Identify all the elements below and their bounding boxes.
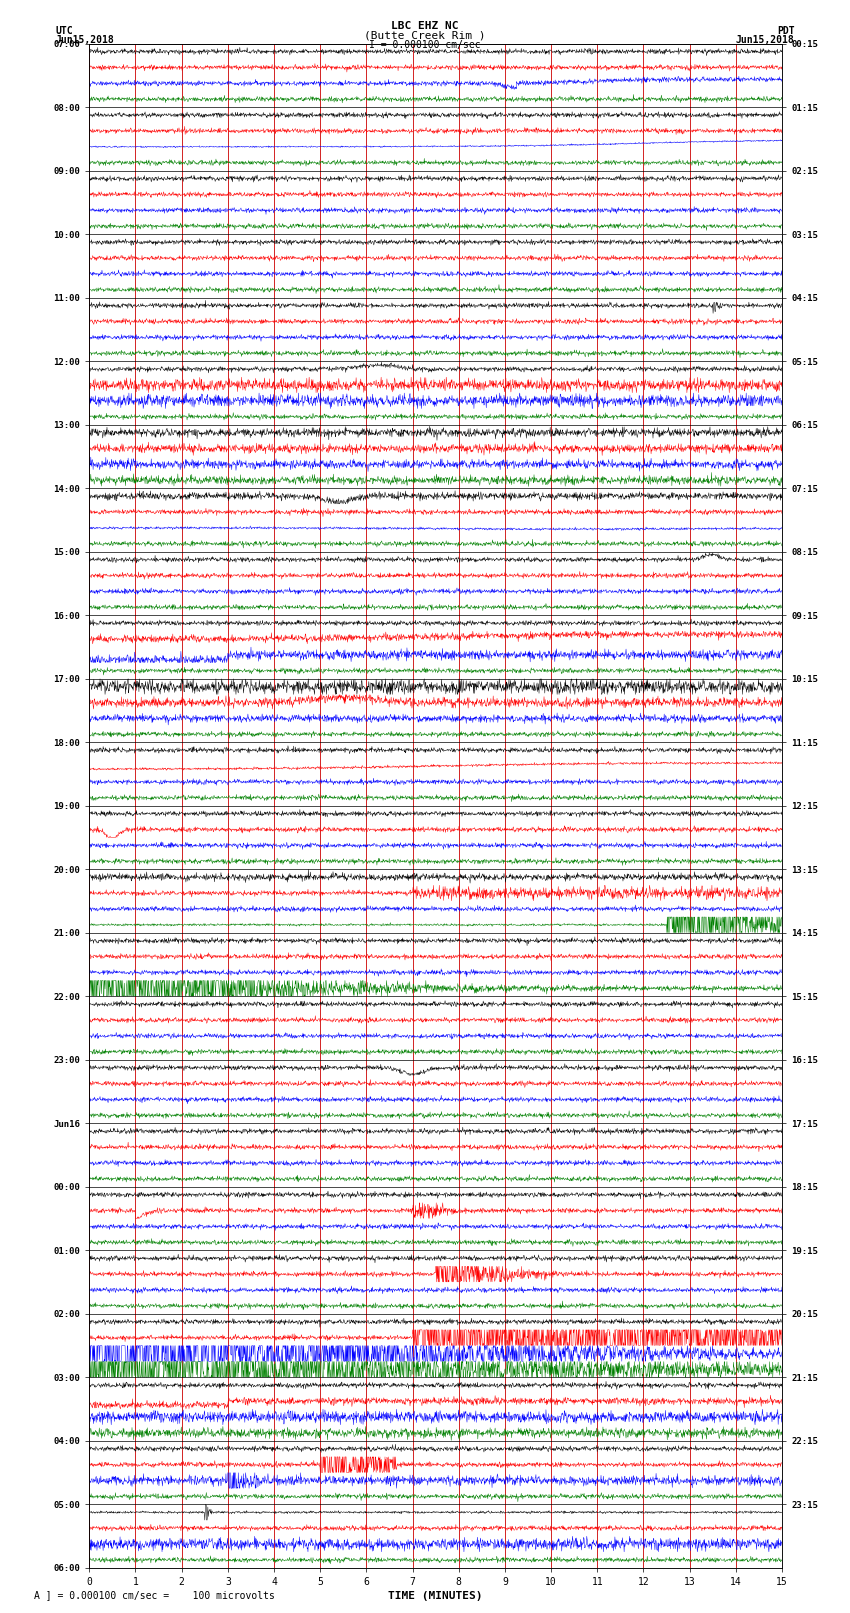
Text: UTC: UTC [55,26,73,35]
Text: Jun15,2018: Jun15,2018 [736,35,795,45]
Text: (Butte Creek Rim ): (Butte Creek Rim ) [365,31,485,40]
Text: A ] = 0.000100 cm/sec =    100 microvolts: A ] = 0.000100 cm/sec = 100 microvolts [34,1590,275,1600]
X-axis label: TIME (MINUTES): TIME (MINUTES) [388,1590,483,1602]
Text: LBC EHZ NC: LBC EHZ NC [391,21,459,31]
Text: I = 0.000100 cm/sec: I = 0.000100 cm/sec [369,40,481,50]
Text: PDT: PDT [777,26,795,35]
Text: Jun15,2018: Jun15,2018 [55,35,114,45]
